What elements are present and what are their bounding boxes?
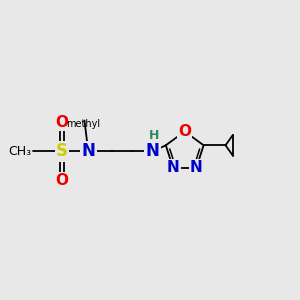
Text: methyl: methyl (66, 119, 100, 129)
Text: CH₃: CH₃ (8, 145, 31, 158)
Text: N: N (81, 142, 95, 160)
Text: S: S (56, 142, 68, 160)
Text: O: O (56, 115, 68, 130)
Text: N: N (146, 142, 160, 160)
Text: O: O (56, 173, 68, 188)
Text: H: H (149, 129, 159, 142)
Text: N: N (167, 160, 179, 175)
Text: N: N (190, 160, 203, 175)
Text: O: O (178, 124, 191, 139)
